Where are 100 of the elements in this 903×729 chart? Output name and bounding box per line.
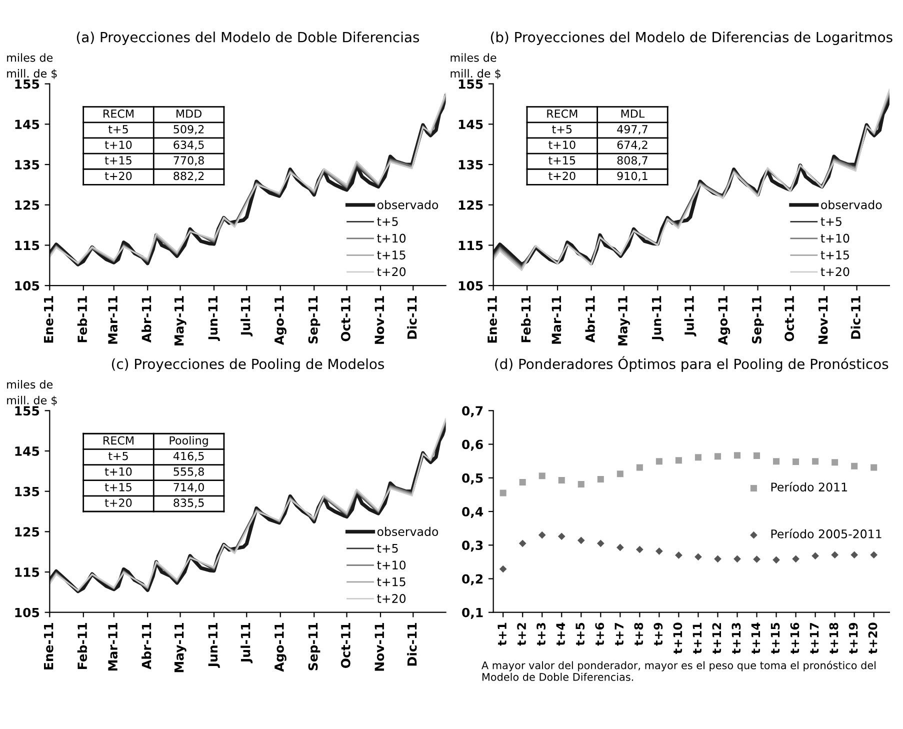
x-tick-label: Nov-11 — [374, 296, 384, 344]
y-tick-label: 0,7 — [462, 406, 483, 418]
annotation: 910,1 — [617, 172, 648, 182]
annotation: 835,5 — [174, 498, 204, 508]
annotation: RECM — [547, 109, 578, 118]
legend-label: t+5 — [820, 217, 842, 226]
annotation: t+20 — [104, 498, 132, 507]
x-tick-label: t+7 — [614, 623, 624, 646]
x-tick-label: Nov-11 — [374, 622, 384, 671]
point — [694, 553, 702, 561]
annotation: t+20 — [104, 172, 132, 180]
x-tick-label: t+2 — [517, 623, 526, 646]
y-tick-label: 145 — [15, 120, 40, 130]
x-tick-label: May-11 — [174, 622, 186, 672]
annotation: t+5 — [552, 125, 572, 134]
x-tick-label: t+12 — [712, 623, 721, 654]
legend-label: observado — [377, 200, 438, 210]
annotation: 497,7 — [617, 125, 648, 135]
x-tick-label: Oct-11 — [340, 296, 350, 342]
x-tick-label: Jul-11 — [684, 296, 696, 336]
legend-label: t+20 — [820, 267, 850, 276]
x-tick-label: Ago-11 — [274, 296, 286, 346]
x-tick-label: Nov-11 — [818, 296, 828, 344]
point — [753, 556, 760, 563]
x-tick-label: Abr-11 — [585, 296, 595, 343]
x-tick-label: t+14 — [751, 622, 760, 654]
y-tick-label: 155 — [458, 79, 483, 89]
point — [734, 452, 741, 459]
annotation: MDD — [176, 110, 202, 118]
legend-label: observado — [377, 526, 438, 536]
y-axis-title: miles de mill. de $ — [450, 53, 500, 80]
x-tick-label: t+10 — [673, 622, 682, 654]
annotation: MDL — [621, 110, 645, 118]
point — [656, 547, 663, 555]
legend-label: Período 2005-2011 — [771, 528, 882, 538]
y-tick-label: 115 — [15, 568, 40, 577]
y-tick-label: 125 — [458, 200, 483, 210]
x-tick-label: Oct-11 — [784, 296, 794, 342]
annotation: t+5 — [108, 452, 128, 460]
annotation: t+15 — [104, 483, 132, 492]
point — [636, 464, 643, 471]
x-tick-label: Feb-11 — [77, 296, 88, 342]
y-axis-title: miles de mill. de $ — [7, 380, 57, 406]
x-tick-label: Oct-11 — [340, 622, 350, 668]
annotation: t+10 — [104, 467, 132, 476]
x-tick-label: Mar-11 — [108, 296, 118, 344]
y-tick-label: 145 — [458, 120, 483, 130]
annotation: 770,8 — [174, 156, 204, 166]
legend-label: Período 2011 — [771, 482, 847, 492]
point — [850, 551, 858, 559]
x-tick-label: May-11 — [174, 296, 186, 346]
y-tick-label: 155 — [15, 406, 40, 416]
point — [773, 458, 780, 465]
x-tick-label: t+20 — [868, 622, 878, 654]
point — [734, 555, 741, 563]
y-tick-label: 135 — [15, 486, 40, 496]
annotation: t+20 — [548, 172, 576, 180]
chart-title: (c) Proyecciones de Pooling de Modelos — [112, 358, 384, 372]
point — [500, 490, 506, 496]
y-tick-label: 105 — [458, 281, 483, 290]
x-tick-label: Abr-11 — [142, 296, 152, 343]
x-tick-label: Mar-11 — [108, 622, 118, 671]
legend-label: t+5 — [377, 544, 398, 553]
x-tick-label: Jul-11 — [240, 622, 253, 664]
chart-title: (d) Ponderadores Óptimos para el Pooling de Pronósticos — [495, 356, 888, 372]
annotation: 509,2 — [174, 125, 204, 135]
annotation: 882,2 — [174, 172, 204, 182]
annotation: 555,8 — [174, 467, 204, 477]
x-tick-label: t+6 — [595, 622, 604, 646]
annotation: 808,7 — [617, 156, 648, 166]
y-tick-label: 145 — [15, 446, 40, 456]
x-tick-label: t+18 — [829, 622, 838, 654]
point — [558, 532, 566, 540]
x-tick-label: Sep-11 — [752, 296, 764, 344]
point — [772, 556, 780, 564]
chart-title: (b) Proyecciones del Modelo de Diferencias de Logaritmos — [490, 32, 892, 46]
annotation: t+10 — [104, 140, 132, 149]
x-tick-label: t+13 — [732, 623, 741, 654]
x-tick-label: Jul-11 — [240, 296, 253, 336]
x-tick-label: Dic-11 — [850, 296, 860, 339]
point — [870, 464, 878, 471]
legend-label: t+10 — [377, 560, 406, 570]
x-tick-label: May-11 — [618, 296, 630, 346]
x-tick-label: t+19 — [848, 622, 858, 654]
y-tick-label: 125 — [15, 200, 40, 210]
x-tick-label: t+5 — [576, 622, 585, 646]
point — [832, 459, 838, 466]
legend-label: t+20 — [377, 267, 406, 276]
annotation: 674,2 — [617, 140, 648, 150]
point — [714, 453, 721, 460]
y-tick-label: 125 — [15, 527, 40, 537]
x-tick-label: Ago-11 — [718, 296, 730, 346]
point — [694, 454, 702, 461]
legend-label: t+10 — [820, 234, 850, 243]
point — [616, 470, 624, 478]
x-tick-label: t+3 — [536, 623, 546, 646]
legend-label: t+20 — [377, 594, 406, 603]
x-tick-label: Jun-11 — [208, 296, 220, 342]
y-tick-label: 115 — [15, 240, 40, 250]
y-tick-label: 0,2 — [462, 574, 483, 586]
